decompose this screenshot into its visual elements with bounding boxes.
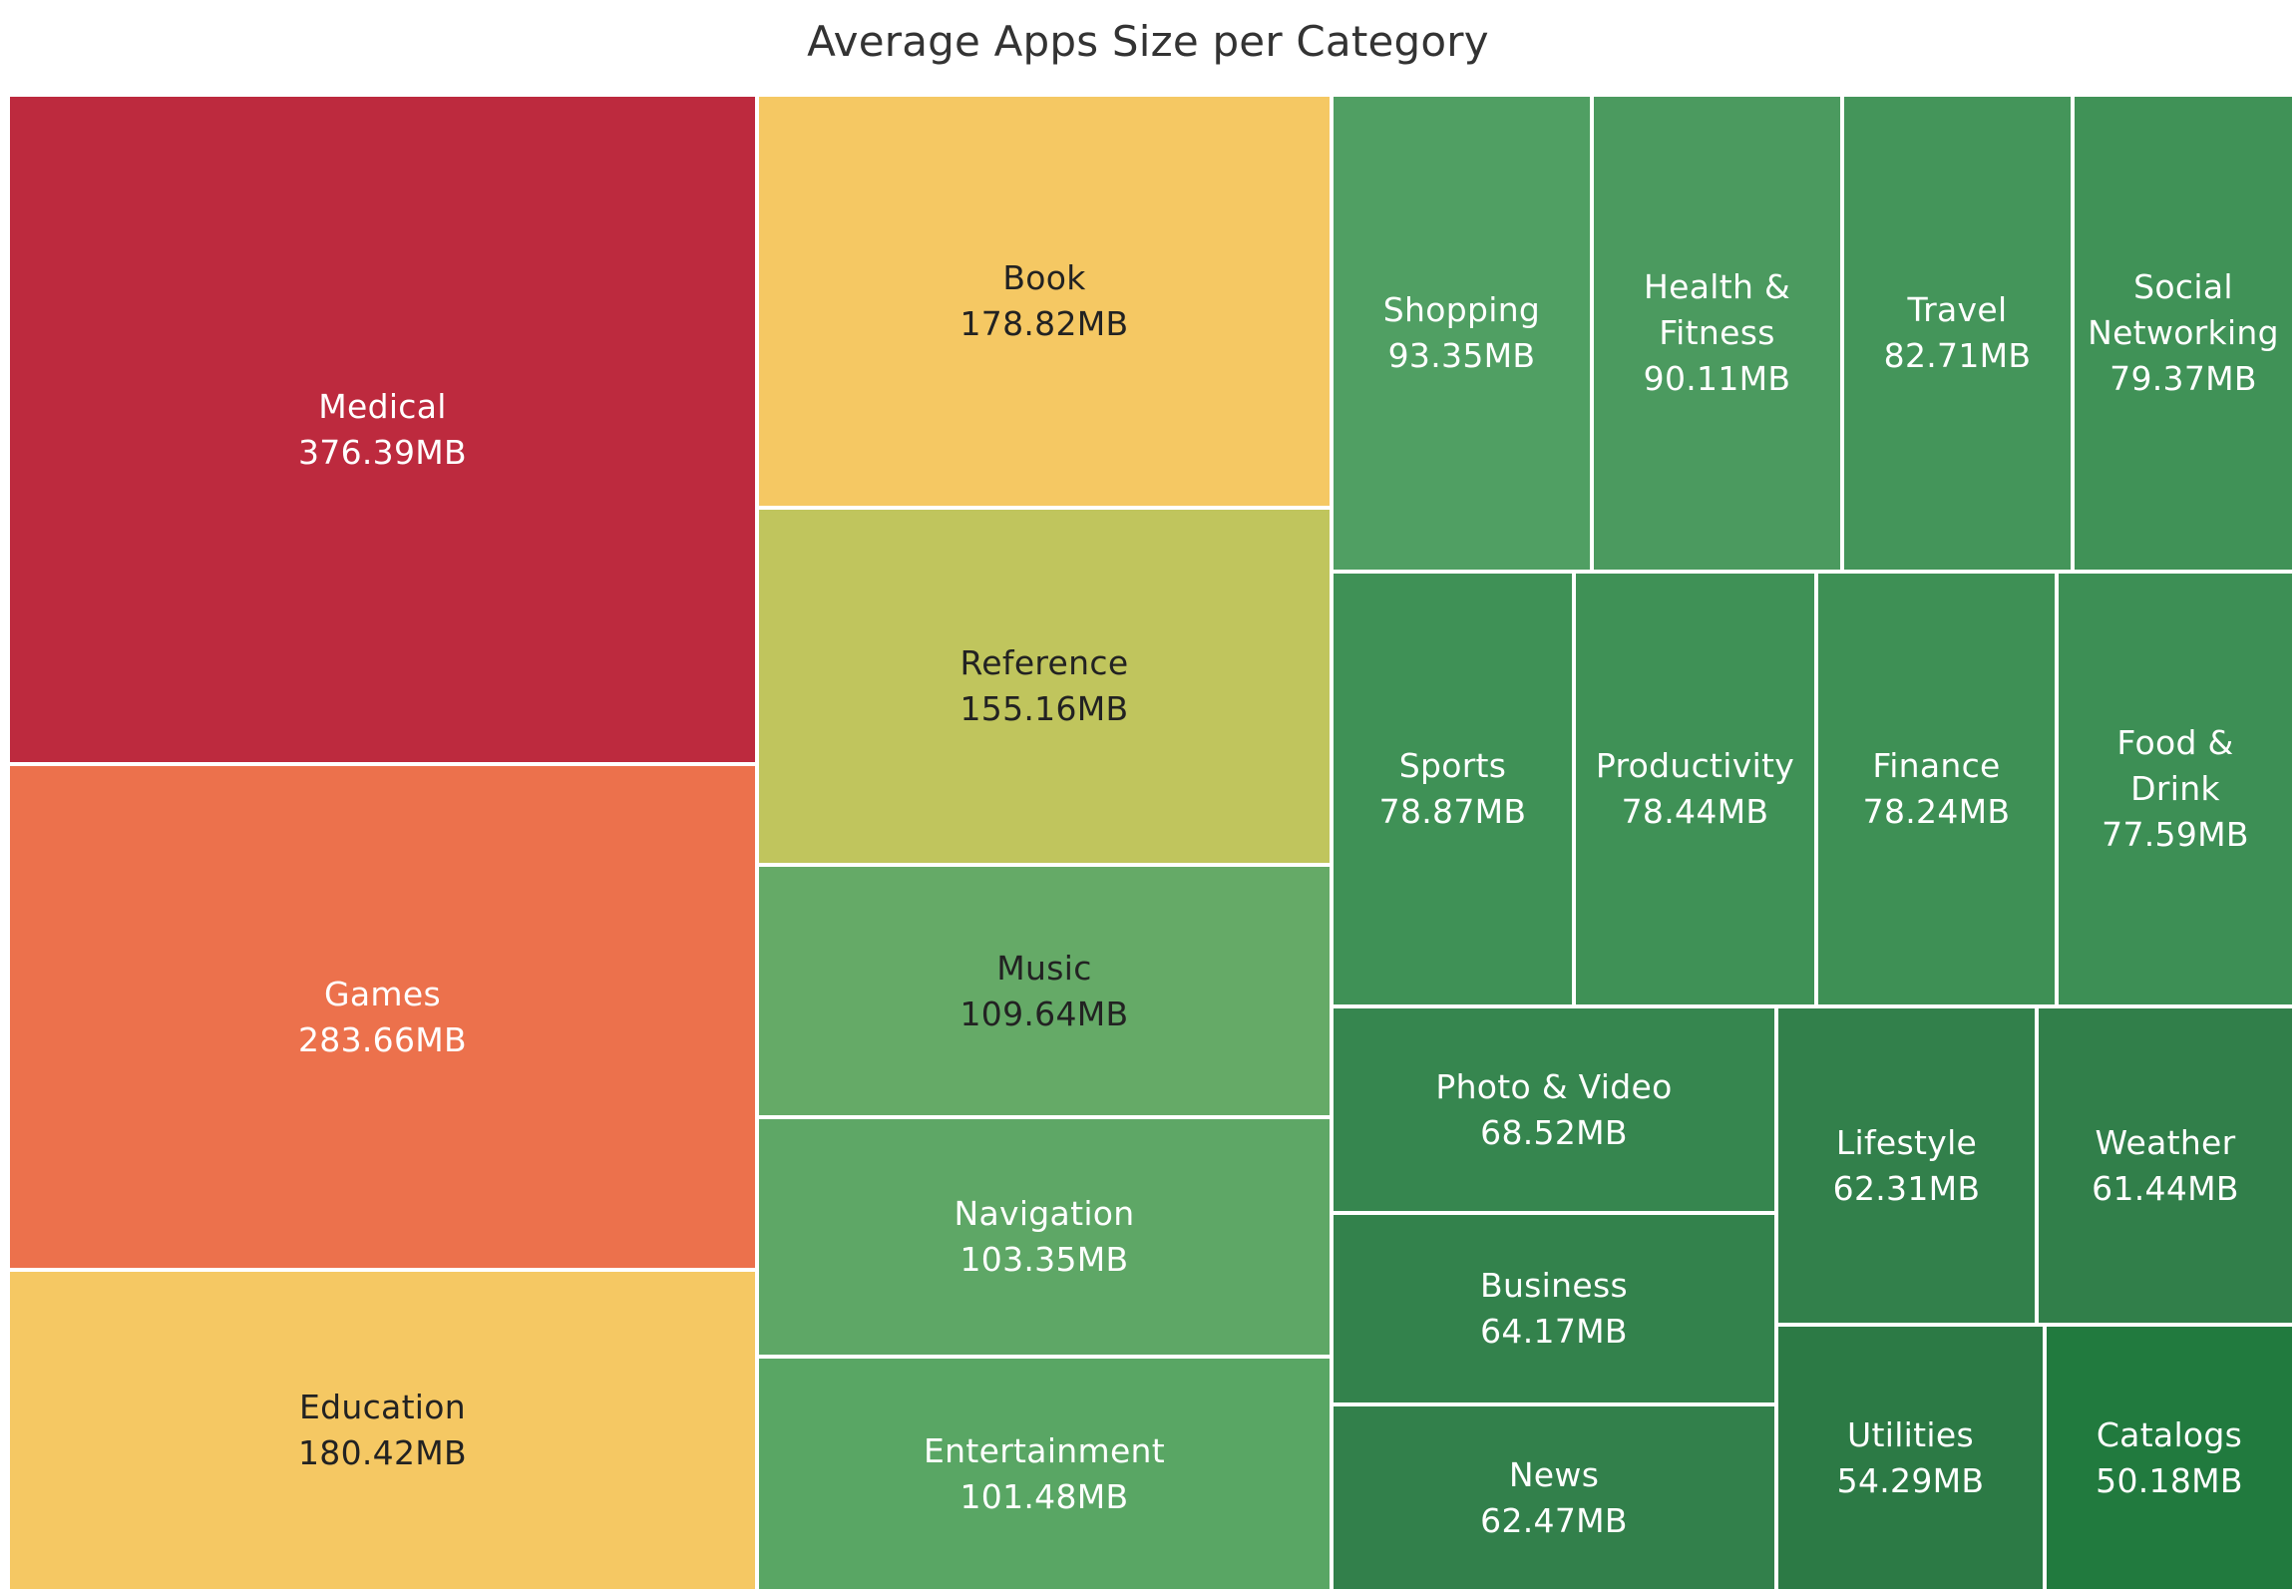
- treemap-tile[interactable]: Weather 61.44MB: [2037, 1006, 2294, 1325]
- tile-text: Health & Fitness 90.11MB: [1601, 264, 1833, 402]
- tile-value: 62.47MB: [1480, 1500, 1628, 1540]
- treemap-tile[interactable]: Utilities 54.29MB: [1776, 1325, 2045, 1591]
- tile-value: 283.66MB: [298, 1019, 467, 1059]
- tile-value: 78.24MB: [1862, 792, 2011, 831]
- tile-label: Utilities: [1847, 1414, 1974, 1454]
- tile-value: 77.59MB: [2102, 815, 2249, 854]
- tile-label: Weather: [2095, 1122, 2236, 1162]
- tile-text: Navigation 103.35MB: [949, 1191, 1141, 1283]
- tile-text: Productivity 78.44MB: [1590, 743, 1800, 835]
- tile-value: 178.82MB: [959, 304, 1129, 343]
- treemap-tile[interactable]: Education 180.42MB: [8, 1270, 757, 1591]
- tile-text: Shopping 93.35MB: [1377, 287, 1546, 379]
- treemap-tile[interactable]: Food & Drink 77.59MB: [2057, 572, 2294, 1006]
- tile-value: 90.11MB: [1643, 359, 1791, 398]
- tile-value: 101.48MB: [959, 1476, 1129, 1516]
- treemap-tile[interactable]: Sports 78.87MB: [1332, 572, 1574, 1006]
- tile-text: Social Networking 79.37MB: [2082, 264, 2285, 402]
- tile-label: Food & Drink: [2116, 723, 2234, 808]
- tile-text: Education 180.42MB: [292, 1385, 473, 1476]
- treemap-tile[interactable]: Navigation 103.35MB: [757, 1117, 1332, 1357]
- tile-value: 93.35MB: [1387, 336, 1536, 375]
- tile-label: Lifestyle: [1835, 1122, 1978, 1162]
- tile-value: 79.37MB: [2109, 359, 2257, 398]
- tile-text: Lifestyle 62.31MB: [1827, 1120, 1987, 1212]
- treemap-tile[interactable]: News 62.47MB: [1332, 1404, 1776, 1591]
- tile-label: Travel: [1907, 290, 2008, 329]
- tile-label: Finance: [1872, 746, 2001, 785]
- tile-text: Medical 376.39MB: [292, 384, 473, 476]
- tile-value: 180.42MB: [298, 1433, 467, 1472]
- treemap-tile[interactable]: Business 64.17MB: [1332, 1213, 1776, 1404]
- treemap-tile[interactable]: Finance 78.24MB: [1816, 572, 2057, 1006]
- tile-value: 78.44MB: [1621, 792, 1769, 831]
- tile-value: 155.16MB: [959, 689, 1129, 728]
- tile-text: Utilities 54.29MB: [1831, 1412, 1991, 1504]
- tile-label: News: [1508, 1454, 1600, 1494]
- tile-label: Games: [324, 974, 441, 1013]
- tile-text: Travel 82.71MB: [1878, 287, 2038, 379]
- tile-label: Health & Fitness: [1644, 267, 1790, 352]
- tile-text: Finance 78.24MB: [1857, 743, 2017, 835]
- treemap-tile[interactable]: Music 109.64MB: [757, 865, 1332, 1117]
- tile-value: 376.39MB: [298, 432, 467, 472]
- tile-value: 68.52MB: [1480, 1112, 1628, 1152]
- treemap-tile[interactable]: Reference 155.16MB: [757, 508, 1332, 865]
- tile-text: Weather 61.44MB: [2086, 1120, 2245, 1212]
- treemap-tile[interactable]: Medical 376.39MB: [8, 95, 757, 764]
- tile-value: 50.18MB: [2096, 1460, 2243, 1500]
- tile-text: Catalogs 50.18MB: [2090, 1412, 2249, 1504]
- tile-text: Business 64.17MB: [1474, 1263, 1634, 1355]
- tile-value: 54.29MB: [1836, 1460, 1985, 1500]
- tile-label: Shopping: [1382, 290, 1541, 329]
- treemap-tile[interactable]: Productivity 78.44MB: [1574, 572, 1816, 1006]
- treemap-tile[interactable]: Games 283.66MB: [8, 764, 757, 1270]
- tile-text: Games 283.66MB: [292, 972, 473, 1063]
- tile-value: 103.35MB: [959, 1240, 1129, 1279]
- tile-text: Book 178.82MB: [955, 255, 1135, 347]
- treemap-tile[interactable]: Photo & Video 68.52MB: [1332, 1006, 1776, 1213]
- treemap-tile[interactable]: Health & Fitness 90.11MB: [1592, 95, 1842, 572]
- treemap-tile[interactable]: Catalogs 50.18MB: [2045, 1325, 2294, 1591]
- chart-title: Average Apps Size per Category: [807, 17, 1489, 66]
- treemap-tile[interactable]: Social Networking 79.37MB: [2073, 95, 2294, 572]
- tile-text: Entertainment 101.48MB: [918, 1428, 1171, 1520]
- treemap-tile[interactable]: Shopping 93.35MB: [1332, 95, 1592, 572]
- tile-value: 82.71MB: [1883, 336, 2032, 375]
- tile-text: Food & Drink 77.59MB: [2066, 720, 2285, 858]
- tile-label: Photo & Video: [1435, 1066, 1673, 1106]
- tile-label: Education: [298, 1388, 466, 1426]
- tile-text: News 62.47MB: [1474, 1452, 1634, 1544]
- tile-label: Entertainment: [923, 1430, 1166, 1470]
- tile-label: Catalogs: [2096, 1414, 2243, 1454]
- tile-value: 109.64MB: [959, 994, 1129, 1033]
- tile-label: Sports: [1398, 746, 1507, 785]
- tile-label: Business: [1480, 1266, 1628, 1305]
- tile-label: Book: [1002, 258, 1086, 297]
- tile-label: Music: [996, 948, 1092, 988]
- tile-label: Medical: [318, 386, 447, 426]
- treemap-tile[interactable]: Book 178.82MB: [757, 95, 1332, 508]
- tile-text: Music 109.64MB: [955, 946, 1135, 1037]
- treemap-tile[interactable]: Travel 82.71MB: [1842, 95, 2073, 572]
- tile-text: Photo & Video 68.52MB: [1429, 1064, 1678, 1156]
- tile-label: Navigation: [954, 1194, 1135, 1233]
- treemap-tile[interactable]: Entertainment 101.48MB: [757, 1357, 1332, 1591]
- tile-value: 61.44MB: [2092, 1168, 2239, 1208]
- treemap-tile[interactable]: Lifestyle 62.31MB: [1776, 1006, 2037, 1325]
- tile-value: 78.87MB: [1378, 792, 1527, 831]
- tile-text: Reference 155.16MB: [955, 640, 1135, 732]
- tile-text: Sports 78.87MB: [1373, 743, 1533, 835]
- tile-label: Social Networking: [2088, 267, 2279, 352]
- tile-label: Productivity: [1595, 746, 1795, 785]
- tile-value: 62.31MB: [1832, 1168, 1981, 1208]
- tile-label: Reference: [959, 643, 1129, 682]
- tile-value: 64.17MB: [1480, 1312, 1628, 1351]
